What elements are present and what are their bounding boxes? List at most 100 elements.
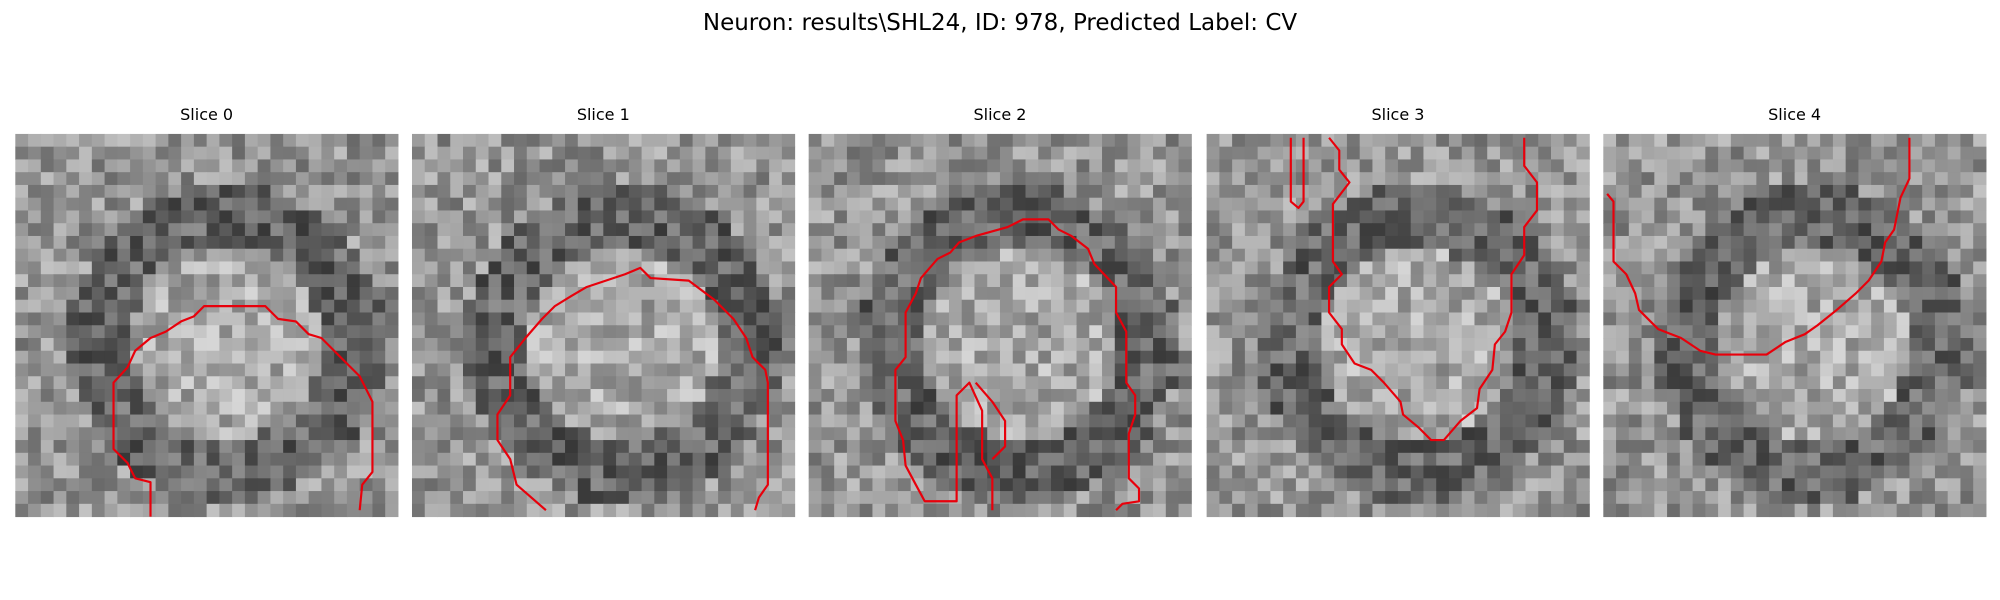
pixel bbox=[1423, 414, 1437, 428]
pixel bbox=[974, 261, 988, 275]
pixel bbox=[936, 210, 950, 224]
pixel bbox=[1448, 172, 1463, 186]
pixel bbox=[1410, 363, 1424, 377]
pixel bbox=[1641, 223, 1655, 237]
pixel bbox=[1973, 491, 1987, 505]
pixel bbox=[1934, 350, 1949, 365]
pixel bbox=[1206, 197, 1220, 211]
pixel bbox=[1628, 261, 1643, 275]
pixel bbox=[1089, 401, 1103, 416]
pixel bbox=[1525, 159, 1539, 173]
pixel bbox=[28, 363, 42, 377]
pixel bbox=[142, 440, 157, 454]
pixel bbox=[1499, 210, 1514, 224]
pixel bbox=[463, 184, 477, 199]
pixel bbox=[756, 363, 770, 377]
pixel bbox=[1346, 325, 1361, 339]
pixel bbox=[1922, 440, 1936, 454]
pixel bbox=[539, 210, 553, 224]
pixel bbox=[1244, 210, 1259, 224]
pixel bbox=[346, 376, 361, 390]
pixel bbox=[1563, 440, 1578, 454]
pixel bbox=[1973, 146, 1987, 160]
pixel bbox=[1576, 401, 1590, 416]
pixel bbox=[463, 363, 477, 377]
pixel bbox=[1206, 286, 1220, 301]
pixel bbox=[999, 491, 1014, 505]
pixel bbox=[437, 452, 451, 467]
pixel bbox=[1308, 325, 1322, 339]
pixel bbox=[1219, 325, 1233, 339]
pixel bbox=[155, 261, 169, 275]
pixel bbox=[808, 223, 822, 237]
pixel bbox=[463, 312, 477, 326]
pixel bbox=[79, 401, 93, 416]
pixel bbox=[155, 184, 169, 199]
pixel bbox=[1076, 197, 1090, 211]
pixel bbox=[15, 338, 29, 352]
pixel bbox=[155, 248, 169, 262]
pixel bbox=[1012, 146, 1027, 160]
pixel bbox=[526, 223, 541, 237]
pixel bbox=[437, 401, 451, 416]
pixel bbox=[1781, 159, 1796, 173]
pixel bbox=[859, 389, 873, 403]
pixel bbox=[1667, 363, 1681, 377]
pixel bbox=[1295, 338, 1310, 352]
pixel bbox=[372, 235, 386, 250]
pixel bbox=[1576, 286, 1590, 301]
pixel bbox=[1743, 172, 1757, 186]
pixel bbox=[1063, 376, 1078, 390]
pixel bbox=[1461, 248, 1475, 262]
pixel bbox=[692, 338, 706, 352]
pixel bbox=[437, 312, 451, 326]
pixel bbox=[1538, 376, 1552, 390]
pixel bbox=[1295, 465, 1310, 479]
pixel bbox=[1283, 350, 1297, 365]
pixel bbox=[923, 363, 937, 377]
pixel bbox=[1346, 235, 1361, 250]
pixel bbox=[1679, 363, 1694, 377]
pixel bbox=[1845, 159, 1859, 173]
pixel bbox=[1334, 248, 1348, 262]
pixel bbox=[1883, 503, 1898, 518]
pixel bbox=[359, 389, 373, 403]
pixel bbox=[1397, 248, 1412, 262]
pixel bbox=[1538, 491, 1552, 505]
pixel bbox=[1487, 401, 1501, 416]
pixel bbox=[808, 503, 822, 518]
pixel bbox=[40, 299, 55, 313]
pixel bbox=[514, 261, 528, 275]
panel-title: Slice 0 bbox=[180, 105, 233, 124]
pixel bbox=[846, 159, 861, 173]
pixel bbox=[359, 414, 373, 428]
pixel bbox=[1730, 338, 1745, 352]
pixel bbox=[999, 235, 1014, 250]
pixel bbox=[1883, 184, 1898, 199]
pixel bbox=[1114, 274, 1129, 288]
pixel bbox=[628, 376, 643, 390]
pixel bbox=[1448, 312, 1463, 326]
pixel bbox=[321, 133, 335, 148]
pixel bbox=[1165, 184, 1180, 199]
pixel bbox=[66, 452, 80, 467]
pixel bbox=[1807, 491, 1821, 505]
pixel bbox=[705, 184, 719, 199]
pixel bbox=[130, 299, 144, 313]
pixel bbox=[1705, 210, 1719, 224]
pixel bbox=[1140, 299, 1154, 313]
pixel bbox=[1153, 427, 1167, 441]
pixel bbox=[1845, 452, 1859, 467]
pixel bbox=[885, 286, 899, 301]
pixel bbox=[1922, 376, 1936, 390]
pixel bbox=[1909, 312, 1923, 326]
pixel bbox=[628, 299, 643, 313]
pixel bbox=[1165, 197, 1180, 211]
pixel bbox=[667, 299, 681, 313]
pixel bbox=[590, 363, 604, 377]
pixel bbox=[1410, 223, 1424, 237]
pixel bbox=[923, 146, 937, 160]
pixel bbox=[1153, 401, 1167, 416]
pixel bbox=[53, 197, 67, 211]
pixel bbox=[1140, 146, 1154, 160]
